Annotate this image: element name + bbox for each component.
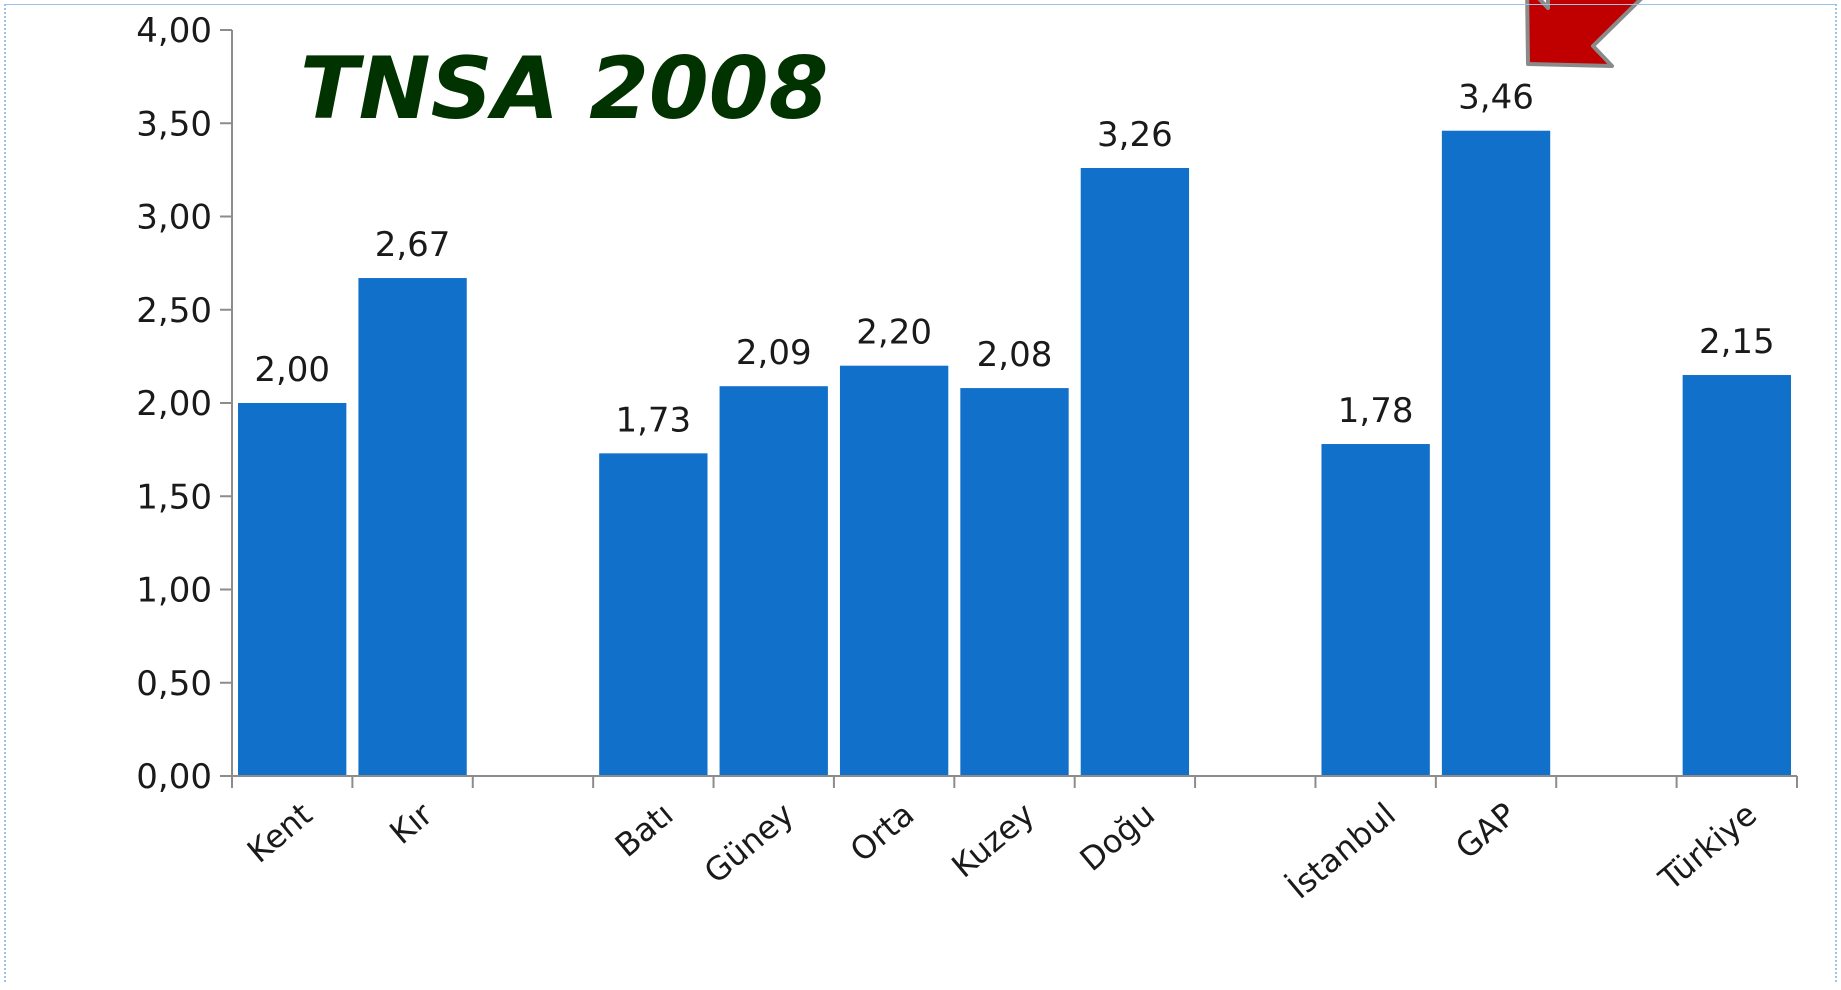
- arrow-shape: [1525, 0, 1643, 68]
- data-label: 3,26: [1097, 115, 1173, 155]
- data-label: 2,09: [736, 333, 812, 373]
- category-label: GAP: [1448, 795, 1523, 867]
- data-label: 2,15: [1699, 322, 1775, 362]
- y-tick-label: 2,00: [136, 384, 212, 424]
- bar: [839, 365, 949, 776]
- red-arrow-annotation: [1525, 0, 1643, 68]
- data-label: 1,78: [1338, 391, 1414, 431]
- x-axis: Kent Kır Batı Güney Orta Kuzey Doğu İstanbul GAP…: [231, 775, 1798, 906]
- y-tick-label: 0,00: [136, 757, 212, 797]
- bar: [1321, 444, 1430, 776]
- y-tick-label: 4,00: [136, 11, 212, 51]
- bar: [599, 453, 708, 776]
- data-label: 2,08: [977, 335, 1053, 375]
- bar: [960, 388, 1069, 776]
- y-tick-label: 2,50: [136, 291, 212, 331]
- data-labels: 2,00 2,67 1,73 2,09 2,20 2,08 3,26 1,78 3,46 2,15: [254, 78, 1774, 441]
- category-label: Doğu: [1073, 795, 1162, 879]
- category-label: Batı: [608, 795, 681, 865]
- data-label: 2,20: [856, 313, 932, 353]
- category-label: Güney: [697, 795, 801, 891]
- category-label: Kuzey: [944, 795, 1041, 885]
- data-label: 1,73: [615, 400, 691, 440]
- category-label: Kır: [382, 794, 440, 851]
- y-axis: 0,00 0,50 1,00 1,50 2,00 2,50 3,00 3,50 4,00: [136, 11, 233, 797]
- y-tick-label: 3,00: [136, 198, 212, 238]
- chart-title: TNSA 2008: [300, 39, 828, 139]
- bar: [719, 386, 828, 776]
- y-tick-label: 3,50: [136, 104, 212, 144]
- data-label: 2,67: [375, 225, 451, 265]
- category-label: Kent: [240, 795, 320, 870]
- bar: [1682, 375, 1791, 776]
- bars: [238, 130, 1791, 776]
- category-label: Türkiye: [1651, 795, 1764, 898]
- category-label: Orta: [843, 795, 921, 869]
- y-tick-label: 1,50: [136, 477, 212, 517]
- bar: [358, 278, 467, 776]
- y-tick-label: 0,50: [136, 664, 212, 704]
- category-label: İstanbul: [1280, 795, 1403, 906]
- y-tick-label: 1,00: [136, 571, 212, 611]
- data-label: 3,46: [1458, 78, 1534, 118]
- bar: [1080, 168, 1190, 776]
- bar: [1441, 130, 1551, 776]
- bar: [238, 403, 347, 776]
- data-label: 2,00: [254, 350, 330, 390]
